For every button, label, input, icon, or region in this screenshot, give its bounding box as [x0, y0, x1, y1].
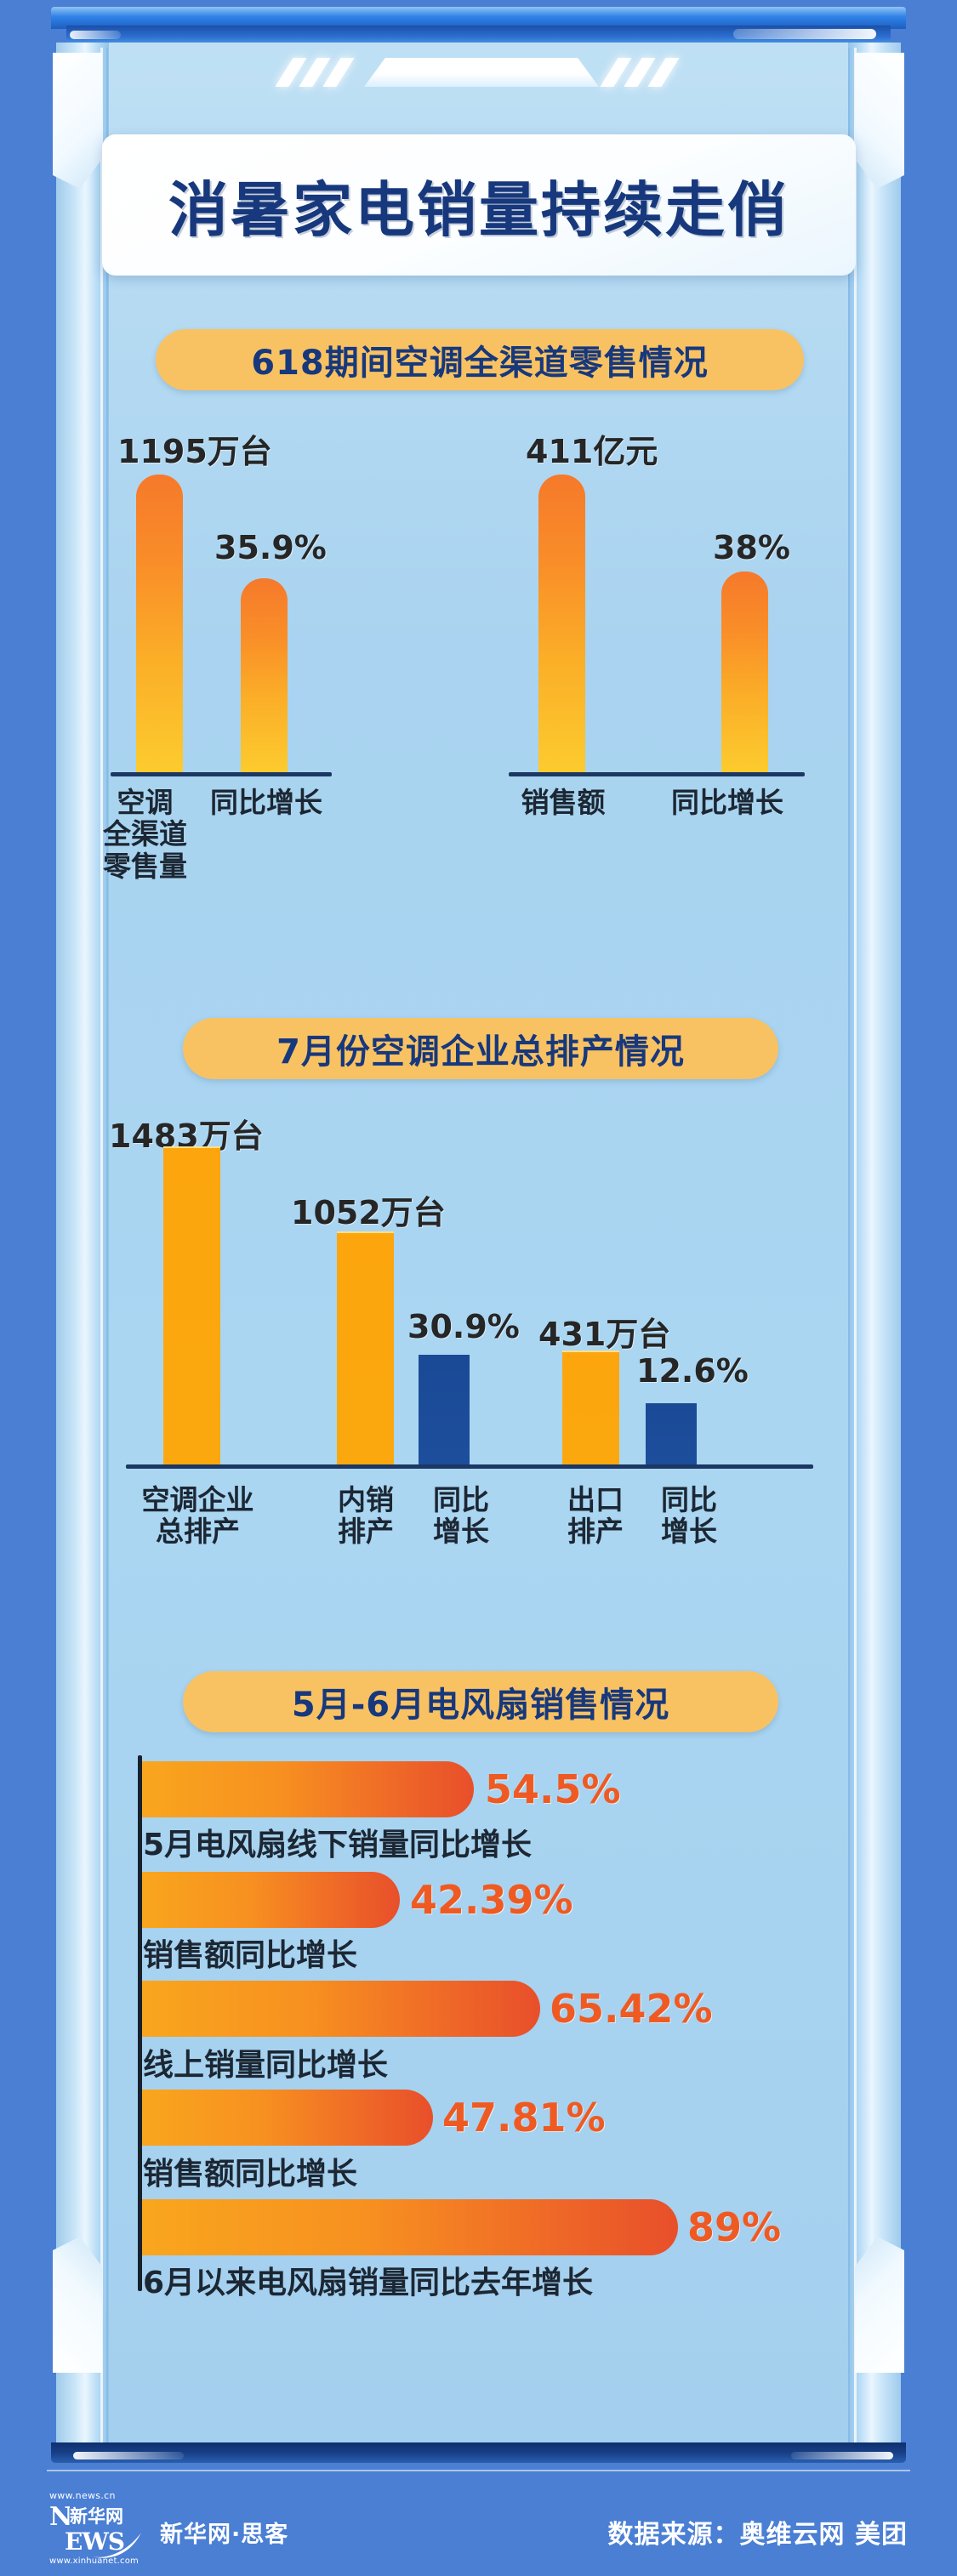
bar-sales-amount — [538, 475, 585, 772]
bar-value-label: 411亿元 — [526, 433, 658, 470]
hbar-value-label: 89% — [687, 2204, 782, 2250]
hbar-caption: 6月以来电风扇销量同比去年增长 — [143, 2266, 594, 2300]
cat-label-total-production: 空调企业 总排产 — [141, 1483, 254, 1549]
bar-total-production — [163, 1146, 220, 1464]
data-source-label: 数据来源：奥维云网 美团 — [607, 2520, 908, 2550]
bar-domestic-growth — [419, 1355, 470, 1464]
left-rail — [56, 43, 109, 2449]
hbar-value-label: 65.42% — [550, 1986, 713, 2032]
chart-2-axis — [126, 1464, 813, 1469]
chart-1-axis-left — [111, 772, 332, 776]
cat-label-domestic-growth: 同比 增长 — [433, 1483, 489, 1549]
footer-divider — [47, 2470, 910, 2471]
bar-sales-growth — [721, 571, 768, 772]
bottom-left-wing — [53, 2237, 102, 2373]
logo-letters-ews: EWS — [65, 2528, 125, 2556]
logo-url-top: www.news.cn — [49, 2490, 116, 2501]
xinhua-logo: www.news.cn N 新华网 EWS www.xinhuanet.com — [49, 2490, 141, 2567]
device-top-bar-inner — [66, 26, 891, 44]
device-bottom-bar — [51, 2442, 906, 2463]
bar-domestic-production — [337, 1231, 394, 1464]
chevron-decoration — [275, 51, 681, 92]
cat-label-sales-growth: 同比增长 — [671, 786, 783, 819]
right-rail-shadow-line — [848, 48, 850, 2446]
bottom-gloss-right — [791, 2452, 893, 2459]
hbar-caption: 线上销量同比增长 — [143, 2048, 389, 2083]
bar-ac-retail-volume — [136, 475, 183, 772]
cat-label-ac-retail-growth: 同比增长 — [210, 786, 322, 819]
top-gloss-right — [733, 29, 876, 39]
hbar-caption: 销售额同比增长 — [143, 1938, 358, 1973]
cat-label-ac-retail-volume: 空调 全渠道 零售量 — [103, 786, 187, 883]
bar-value-label: 431万台 — [538, 1316, 671, 1353]
left-rail-highlight — [100, 48, 103, 2446]
chart-3-axis — [138, 1755, 142, 2291]
bar-value-label: 38% — [713, 529, 790, 566]
cat-label-domestic-production: 内销 排产 — [338, 1483, 394, 1549]
logo-swoosh-icon — [92, 2533, 141, 2558]
cat-label-export-growth: 同比 增长 — [661, 1483, 717, 1549]
logo-chinese-name: 新华网 — [70, 2503, 123, 2528]
cat-label-export-production: 出口 排产 — [567, 1483, 624, 1549]
bar-export-production — [562, 1351, 619, 1464]
hbar-caption: 5月电风扇线下销量同比增长 — [143, 1828, 533, 1862]
bottom-gloss-left — [73, 2452, 184, 2459]
right-rail — [848, 43, 901, 2449]
right-rail-highlight — [854, 48, 857, 2446]
bar-value-label: 35.9% — [214, 529, 327, 566]
section-header-3: 5月-6月电风扇销售情况 — [183, 1671, 778, 1732]
bar-value-label: 30.9% — [407, 1308, 520, 1345]
chart-1-axis-right — [509, 772, 805, 776]
poster-title-card: 消暑家电销量持续走俏 — [102, 134, 856, 276]
left-rail-shadow-line — [106, 48, 108, 2446]
hbar-value-label: 47.81% — [442, 2095, 606, 2141]
device-top-bar — [51, 7, 906, 29]
hbar-value-label: 54.5% — [485, 1766, 621, 1812]
top-right-wing — [855, 53, 904, 189]
top-gloss-left — [70, 31, 121, 39]
logo-letter-n: N — [49, 2502, 73, 2532]
logo-url-bottom: www.xinhuanet.com — [49, 2556, 139, 2566]
chevron-trapezoid — [364, 58, 599, 87]
hbar-caption: 销售额同比增长 — [143, 2157, 358, 2192]
bar-value-label: 1052万台 — [291, 1194, 446, 1231]
bottom-right-wing — [855, 2237, 904, 2373]
page-title: 消暑家电销量持续走俏 — [168, 174, 789, 245]
section-header-2: 7月份空调企业总排产情况 — [183, 1018, 778, 1079]
bar-value-label: 1195万台 — [117, 433, 272, 470]
section-header-3-label: 5月-6月电风扇销售情况 — [291, 1686, 670, 1725]
hbar-online-volume-growth — [142, 1981, 540, 2037]
hbar-offline-sales-growth — [142, 1872, 400, 1928]
hbar-offline-volume-growth — [142, 1761, 474, 1817]
section-header-1: 618期间空调全渠道零售情况 — [156, 329, 804, 390]
section-header-1-label: 618期间空调全渠道零售情况 — [251, 344, 709, 383]
brand-label: 新华网·思客 — [160, 2522, 289, 2548]
hbar-june-volume-growth — [142, 2199, 678, 2255]
hbar-value-label: 42.39% — [410, 1877, 573, 1923]
bar-value-label: 12.6% — [636, 1352, 749, 1390]
section-header-2-label: 7月份空调企业总排产情况 — [276, 1032, 685, 1072]
hbar-online-sales-growth — [142, 2090, 433, 2146]
cat-label-sales-amount: 销售额 — [521, 786, 606, 819]
top-left-wing — [53, 53, 102, 189]
bar-export-growth — [646, 1403, 697, 1464]
bar-ac-retail-growth — [241, 578, 288, 772]
